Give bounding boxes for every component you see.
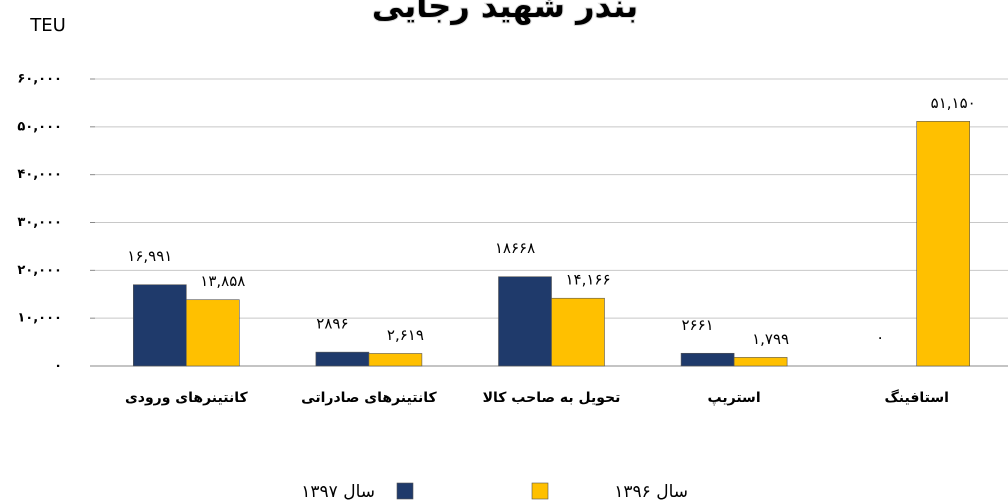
y-axis-label: TEU (29, 15, 66, 36)
bar (133, 284, 187, 367)
value-label: ۱,۷۹۹ (752, 330, 789, 348)
value-label: ۲۸۹۶ (316, 315, 348, 333)
y-tick-label: ۵۰,۰۰۰ (17, 119, 62, 134)
x-tick-label: استافینگ (884, 389, 948, 406)
bar (315, 351, 370, 367)
value-label: ۲۶۶۱ (681, 316, 713, 334)
legend-label: سال ۱۳۹۷ (301, 482, 375, 502)
y-tick-label: ۱۰,۰۰۰ (17, 311, 62, 326)
x-tick-label: تحویل به صاحب کالا (483, 390, 621, 406)
value-label: ۱۳,۸۵۸ (200, 272, 245, 290)
value-label: ۱۶,۹۹۱ (127, 247, 172, 265)
bar (916, 121, 971, 367)
bar (733, 357, 788, 367)
bar (680, 352, 735, 367)
bar (186, 299, 240, 367)
legend-swatch (396, 482, 414, 500)
bar (551, 297, 605, 367)
x-tick-label: کانتینرهای صادراتی (301, 390, 437, 406)
bar (368, 353, 423, 367)
value-label: ۱۸۶۶۸ (495, 239, 535, 257)
x-tick-label: استریپ (708, 390, 761, 406)
value-label: ۵۱,۱۵۰ (931, 94, 976, 112)
value-label: ۱۴,۱۶۶ (565, 271, 610, 289)
x-tick-label: کانتینرهای ورودی (125, 390, 249, 406)
legend-swatch (531, 482, 549, 500)
y-tick-label: ۳۰,۰۰۰ (17, 215, 62, 230)
y-tick-label: ۰ (54, 359, 62, 374)
y-tick-label: ۲۰,۰۰۰ (17, 263, 62, 278)
value-label: ۲,۶۱۹ (387, 326, 424, 344)
value-label: ۰ (876, 329, 884, 347)
y-tick-label: ۶۰,۰۰۰ (17, 72, 62, 87)
chart-title: بندر شهید رجایی (372, 0, 638, 25)
legend-label: سال ۱۳۹۶ (614, 482, 688, 502)
bar (498, 276, 552, 367)
y-tick-label: ۴۰,۰۰۰ (17, 167, 62, 182)
